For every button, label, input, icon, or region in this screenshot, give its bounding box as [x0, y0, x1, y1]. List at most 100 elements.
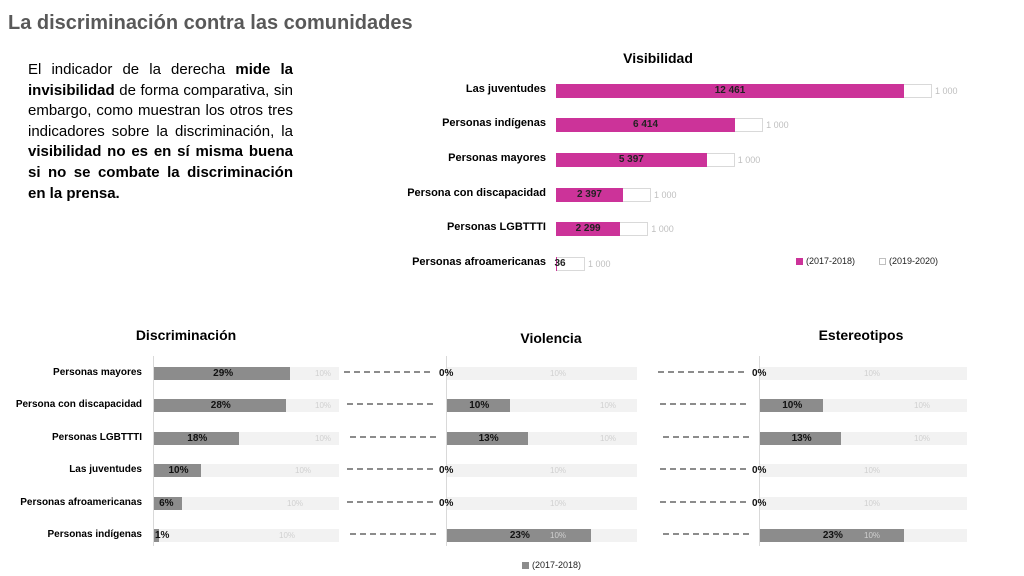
violencia-axis-line	[446, 356, 447, 546]
visibilidad-ref-label: 1 000	[588, 259, 611, 269]
violencia-ref-label: 10%	[600, 401, 617, 410]
dashed-connector	[660, 501, 746, 503]
dashed-connector	[658, 371, 744, 373]
estereotipos-bar	[760, 399, 823, 412]
visibilidad-ref-label: 1 000	[651, 224, 674, 234]
visibilidad-value-label: 6 414	[633, 119, 659, 130]
paragraph-bold-1: mide la invisibilidad	[28, 61, 293, 99]
visibilidad-category-label: Personas afroamericanas	[412, 256, 546, 268]
paragraph-text-2: de forma comparativa, sin embargo, como …	[28, 81, 293, 140]
legend-swatch-white	[879, 258, 886, 266]
estereotipos-ref-label: 10%	[864, 499, 881, 508]
discriminacion-title: Discriminación	[135, 327, 237, 343]
visibilidad-bar-2017-2018	[556, 118, 736, 132]
discriminacion-value-label: 10%	[168, 465, 189, 476]
legend-2017-2018: (2017-2018)	[796, 256, 855, 266]
violencia-bar-track	[447, 464, 637, 477]
estereotipos-ref-label: 10%	[864, 466, 881, 475]
estereotipos-ref-label: 10%	[864, 531, 881, 540]
violencia-bar	[447, 529, 591, 542]
discriminacion-bar-track	[154, 497, 339, 510]
visibilidad-category-label: Personas mayores	[448, 152, 546, 164]
dashed-connector	[660, 468, 746, 470]
estereotipos-bar-track	[760, 497, 967, 510]
visibilidad-bar-2017-2018	[556, 222, 621, 236]
discriminacion-value-label: 18%	[187, 433, 208, 444]
dashed-connector	[347, 403, 433, 405]
estereotipos-bar	[760, 529, 904, 542]
violencia-title: Violencia	[520, 330, 582, 346]
violencia-ref-label: 10%	[600, 434, 617, 443]
discriminacion-category-label: Persona con discapacidad	[15, 399, 142, 410]
visibilidad-title: Visibilidad	[623, 50, 693, 66]
estereotipos-value-label: 10%	[782, 400, 803, 411]
discriminacion-ref-label: 10%	[295, 466, 312, 475]
visibilidad-value-label: 2 299	[575, 223, 601, 234]
violencia-bar	[447, 432, 529, 445]
discriminacion-value-label: 29%	[213, 368, 234, 379]
visibilidad-value-label: 5 397	[618, 154, 644, 165]
dashed-connector	[663, 436, 749, 438]
discriminacion-category-label: Personas afroamericanas	[20, 497, 142, 508]
violencia-bar-track	[447, 367, 637, 380]
discriminacion-category-label: Personas indígenas	[47, 529, 142, 540]
visibilidad-bar-2017-2018	[556, 84, 904, 98]
visibilidad-value-label: 36	[554, 258, 566, 269]
discriminacion-ref-label: 10%	[315, 369, 332, 378]
dashed-connector	[347, 468, 433, 470]
violencia-ref-label: 10%	[550, 466, 567, 475]
discriminacion-bar	[154, 367, 291, 380]
legend-2019-2020: (2019-2020)	[879, 256, 938, 266]
violencia-ref-label: 10%	[550, 369, 567, 378]
estereotipos-value-label: 23%	[822, 530, 843, 541]
visibilidad-bar-2017-2018	[556, 153, 707, 167]
dashed-connector	[663, 533, 749, 535]
violencia-value-label: 0%	[439, 498, 454, 509]
violencia-bar-track	[447, 497, 637, 510]
discriminacion-bar	[154, 464, 201, 477]
violencia-ref-label: 10%	[550, 531, 567, 540]
visibilidad-value-label: 2 397	[576, 189, 602, 200]
dashed-connector	[344, 371, 430, 373]
legend-swatch-gray	[522, 562, 529, 570]
legend-swatch-pink	[796, 258, 803, 266]
estereotipos-bar	[760, 432, 842, 445]
visibilidad-ref-label: 1 000	[737, 155, 761, 165]
estereotipos-value-label: 0%	[752, 465, 767, 476]
dashed-connector	[350, 533, 436, 535]
discriminacion-ref-label: 10%	[287, 499, 304, 508]
discriminacion-value-label: 28%	[210, 400, 231, 411]
dashed-connector	[350, 436, 436, 438]
estereotipos-ref-label: 10%	[864, 369, 881, 378]
dashed-connector	[347, 501, 433, 503]
visibilidad-bar-2017-2018	[556, 257, 557, 271]
visibilidad-value-label: 12 461	[714, 85, 746, 96]
paragraph-bold-2: visibilidad no es en sí misma buena si n…	[28, 143, 293, 202]
estereotipos-value-label: 0%	[752, 498, 767, 509]
visibilidad-category-label: Personas indígenas	[442, 117, 546, 129]
legend-label-2019-2020: (2019-2020)	[889, 256, 939, 266]
discriminacion-category-label: Personas mayores	[53, 367, 142, 378]
violencia-value-label: 0%	[439, 465, 454, 476]
visibilidad-ref-label: 1 000	[766, 120, 789, 130]
discriminacion-value-label: 6%	[159, 498, 174, 509]
estereotipos-ref-label: 10%	[914, 401, 931, 410]
visibilidad-category-label: Personas LGBTTTI	[446, 221, 546, 233]
estereotipos-bar-track	[760, 464, 967, 477]
estereotipos-value-label: 0%	[752, 368, 767, 379]
visibilidad-category-label: Las juventudes	[465, 83, 546, 95]
visibilidad-category-label: Persona con discapacidad	[407, 187, 546, 199]
discriminacion-category-label: Las juventudes	[69, 464, 142, 475]
visibilidad-ref-label: 1 000	[653, 190, 677, 200]
dashed-connector	[660, 403, 746, 405]
violencia-value-label: 23%	[509, 530, 530, 541]
violencia-bar	[447, 399, 510, 412]
description-paragraph: El indicador de la derecha mide la invis…	[28, 60, 293, 204]
discriminacion-value-label: 1%	[155, 530, 170, 541]
discriminacion-bar-track	[154, 529, 339, 542]
estereotipos-bar-track	[760, 367, 967, 380]
paragraph-text-1: El indicador de la derecha	[28, 61, 236, 78]
discriminacion-bar	[154, 529, 159, 542]
discriminacion-axis-line	[153, 356, 154, 546]
estereotipos-axis-line	[759, 356, 760, 546]
